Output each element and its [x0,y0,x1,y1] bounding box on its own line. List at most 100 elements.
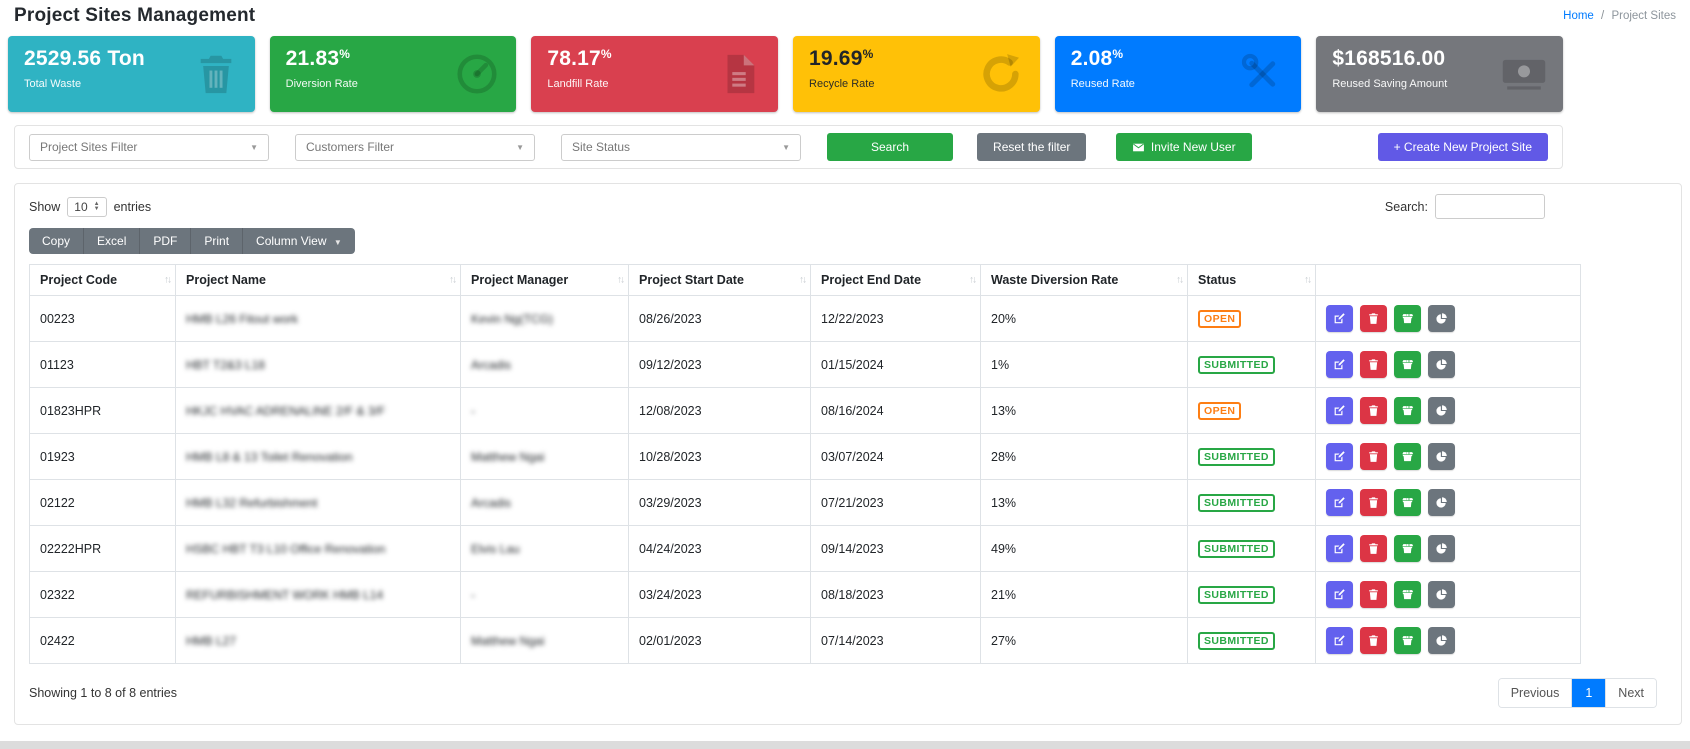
trash-icon [1369,543,1378,554]
chart-action-button[interactable] [1428,305,1455,332]
table-row: 02122 HMB L32 Refurbishment Arcadis 03/29/2… [29,479,1581,526]
dumpster-action-button[interactable] [1394,535,1421,562]
stat-value: $168516.00 [1332,47,1446,70]
pie-chart-icon [1436,497,1447,508]
table-row: 01923 HMB L8 & 13 Toilet Renovation Matthe… [29,433,1581,480]
page-number-button[interactable]: 1 [1572,679,1607,707]
chart-action-button[interactable] [1428,351,1455,378]
trash-icon [1369,635,1378,646]
dumpster-action-button[interactable] [1394,443,1421,470]
col-header-project-manager[interactable]: Project Manager ↑↓ [460,264,629,296]
dumpster-action-button[interactable] [1394,581,1421,608]
stat-card-landfill-rate: 78.17% Landfill Rate [531,36,779,112]
table-search-input[interactable] [1435,194,1545,219]
delete-action-button[interactable] [1360,443,1387,470]
dumpster-action-button[interactable] [1394,489,1421,516]
search-button[interactable]: Search [827,133,954,161]
edit-action-button[interactable] [1326,581,1353,608]
edit-action-button[interactable] [1326,351,1353,378]
project-sites-table: Project Code ↑↓ Project Name ↑↓ Project Mana… [29,264,1581,664]
delete-action-button[interactable] [1360,489,1387,516]
col-header-project-code[interactable]: Project Code ↑↓ [29,264,176,296]
dumpster-icon [1402,314,1414,324]
delete-action-button[interactable] [1360,397,1387,424]
col-header-project-end-date[interactable]: Project End Date ↑↓ [810,264,981,296]
tools-icon [1239,51,1285,97]
cell-project-code: 02222HPR [29,525,176,572]
col-header-waste-diversion-rate[interactable]: Waste Diversion Rate ↑↓ [980,264,1188,296]
stat-cards-row: 2529.56 Ton Total Waste 21.83% Diversion… [8,36,1564,112]
print-button[interactable]: Print [191,228,244,254]
cell-status: SUBMITTED [1187,617,1316,664]
stat-value: 19.69% [809,47,874,70]
reset-filter-button[interactable]: Reset the filter [977,133,1087,161]
project-sites-filter-select[interactable]: Project Sites Filter ▼ [29,133,269,161]
status-badge: SUBMITTED [1198,355,1275,374]
col-header-project-name[interactable]: Project Name ↑↓ [175,264,461,296]
column-view-button[interactable]: Column View ▼ [243,228,355,254]
page-length-select[interactable]: 10 ▲ ▼ [67,196,107,217]
col-header-project-start-date[interactable]: Project Start Date ↑↓ [628,264,811,296]
edit-action-button[interactable] [1326,535,1353,562]
cell-project-manager: Elvis Lau [460,525,629,572]
excel-button[interactable]: Excel [84,228,141,254]
dumpster-action-button[interactable] [1394,351,1421,378]
delete-action-button[interactable] [1360,581,1387,608]
col-header-status[interactable]: Status ↑↓ [1187,264,1316,296]
envelope-icon [1132,141,1145,154]
dumpster-action-button[interactable] [1394,397,1421,424]
delete-action-button[interactable] [1360,535,1387,562]
chart-action-button[interactable] [1428,535,1455,562]
invite-new-user-button[interactable]: Invite New User [1115,133,1252,161]
status-badge: SUBMITTED [1198,585,1275,604]
cell-waste-diversion-rate: 21% [980,571,1188,618]
stat-label: Diversion Rate [285,78,358,91]
chart-action-button[interactable] [1428,581,1455,608]
edit-action-button[interactable] [1326,627,1353,654]
dumpster-icon [1402,406,1414,416]
top-bar: Project Sites Management Home / Project … [0,0,1690,27]
edit-icon [1334,589,1345,600]
copy-button[interactable]: Copy [29,228,85,254]
delete-action-button[interactable] [1360,627,1387,654]
next-page-button[interactable]: Next [1606,679,1656,707]
cell-project-end-date: 08/16/2024 [810,387,981,434]
cell-project-name: HSBC HBT T3 L10 Office Renovation [175,525,461,572]
col-header-label: Project Manager [471,273,569,287]
cell-project-start-date: 03/24/2023 [628,571,811,618]
delete-action-button[interactable] [1360,351,1387,378]
cell-project-manager: Kevin Ng(TCG) [460,295,629,342]
status-badge: OPEN [1198,401,1242,420]
project-sites-table-card: Show 10 ▲ ▼ entries Search: Copy Excel PD… [14,183,1682,725]
chart-action-button[interactable] [1428,489,1455,516]
edit-action-button[interactable] [1326,443,1353,470]
trash-icon [193,51,239,97]
customers-filter-select[interactable]: Customers Filter ▼ [295,133,535,161]
create-new-project-site-button[interactable]: + Create New Project Site [1377,133,1548,161]
file-icon [716,51,762,97]
previous-page-button[interactable]: Previous [1498,679,1573,707]
status-badge: SUBMITTED [1198,631,1275,650]
table-search: Search: [1385,194,1545,219]
pdf-button[interactable]: PDF [140,228,192,254]
dumpster-action-button[interactable] [1394,305,1421,332]
edit-action-button[interactable] [1326,305,1353,332]
dumpster-action-button[interactable] [1394,627,1421,654]
chevron-down-icon: ▼ [333,238,342,247]
select-placeholder: Site Status [572,140,631,154]
cell-status: SUBMITTED [1187,341,1316,388]
cell-project-code: 02122 [29,479,176,526]
pie-chart-icon [1436,313,1447,324]
edit-icon [1334,451,1345,462]
chart-action-button[interactable] [1428,397,1455,424]
dumpster-icon [1402,590,1414,600]
chart-action-button[interactable] [1428,443,1455,470]
edit-action-button[interactable] [1326,397,1353,424]
delete-action-button[interactable] [1360,305,1387,332]
col-header-actions [1315,264,1581,296]
edit-icon [1334,405,1345,416]
edit-action-button[interactable] [1326,489,1353,516]
chart-action-button[interactable] [1428,627,1455,654]
site-status-select[interactable]: Site Status ▼ [561,133,801,161]
breadcrumb-home-link[interactable]: Home [1563,10,1594,22]
